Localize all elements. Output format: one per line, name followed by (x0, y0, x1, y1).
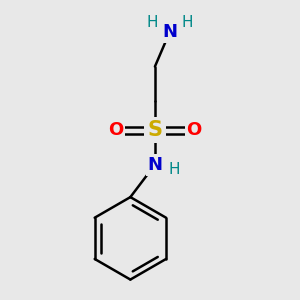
Text: H: H (169, 162, 180, 177)
Text: N: N (162, 23, 177, 41)
Text: S: S (147, 120, 162, 140)
Text: N: N (147, 156, 162, 174)
Text: O: O (187, 122, 202, 140)
Text: H: H (146, 15, 158, 30)
Text: H: H (182, 15, 193, 30)
Text: O: O (108, 122, 123, 140)
